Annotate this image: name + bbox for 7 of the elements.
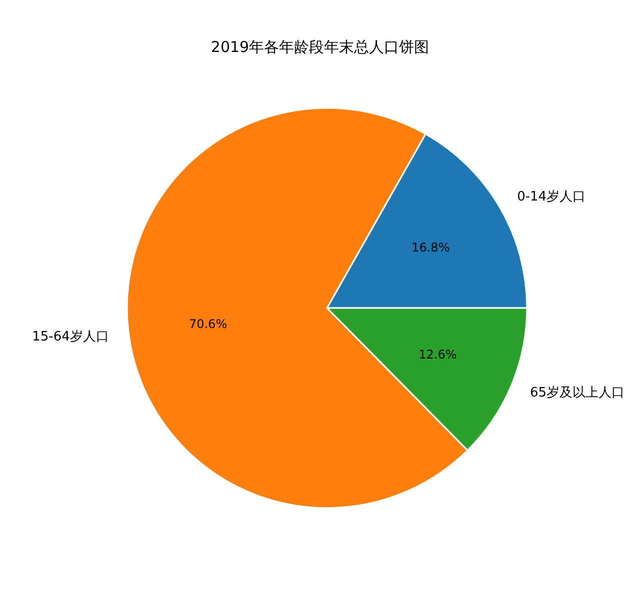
category-label: 0-14岁人口: [517, 190, 586, 205]
title: 2019年各年龄段年末总人口饼图: [210, 38, 430, 56]
category-label: 65岁及以上人口: [530, 385, 625, 400]
category-label: 15-64岁人口: [32, 329, 109, 344]
value-label: 70.6%: [188, 316, 228, 331]
value-label: 12.6%: [418, 347, 457, 362]
value-label: 16.8%: [412, 240, 450, 255]
